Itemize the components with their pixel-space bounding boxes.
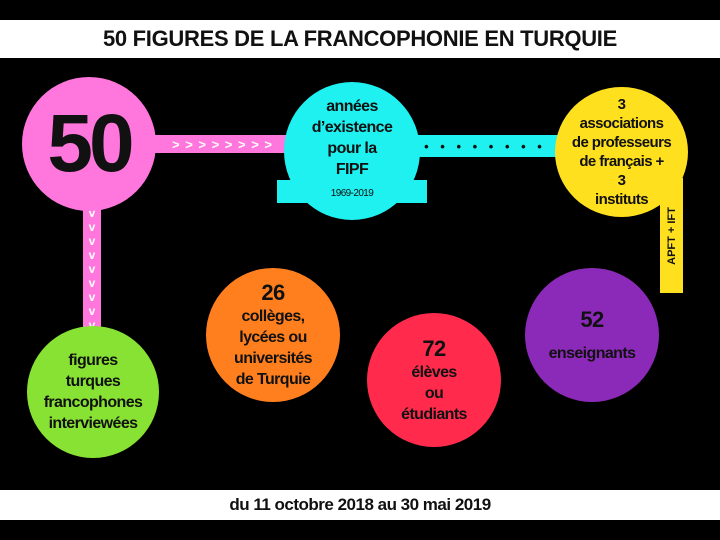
chevron-down-icon: v [88,206,96,220]
pink-vertical-connector: v v v v v v v v v [83,200,101,338]
date-range: du 11 octobre 2018 au 30 mai 2019 [229,495,491,514]
text-line: universités [234,350,312,367]
circle-50: 50 [22,77,156,211]
title-bar: 50 FIGURES DE LA FRANCOPHONIE EN TURQUIE [0,20,720,58]
text-line: collèges, [241,308,305,325]
apft-ift-tab: APFT + IFT [660,178,683,293]
circle-fipf: années d’existence pour la FIPF 1969-201… [284,82,420,220]
circle-associations: 3 associations de professeurs de françai… [555,87,688,217]
text-line: de Turquie [235,371,311,388]
circle-schools: 26 collèges, lycées ou universités de Tu… [206,268,340,402]
circle-figures: figures turques francophones interviewée… [27,326,159,458]
text-line: de professeurs [571,134,672,151]
number: 72 [422,335,446,361]
text-line: figures [68,352,118,369]
page-title: 50 FIGURES DE LA FRANCOPHONIE EN TURQUIE [102,26,617,51]
chevron-down-icon: v [88,234,96,248]
text-line: étudiants [401,405,467,423]
text-line: lycées ou [239,329,307,346]
text-line: années [326,98,378,115]
number: 52 [580,306,604,332]
chevron-down-icon: v [88,318,96,332]
pink-horizontal-connector: > > > > > > > > [150,135,295,153]
text-line: 3 [617,96,626,113]
cyan-dotted-connector: • • • • • • • • [410,135,560,157]
text-line: élèves [411,363,457,381]
chevron-down-icon: v [88,262,96,276]
text-line: turques [65,373,121,390]
text-line: instituts [595,191,649,208]
number: 26 [261,280,285,305]
side-label: APFT + IFT [665,206,678,265]
text-line: ou [424,384,444,402]
text-line: 3 [617,172,626,189]
chevron-down-icon: v [88,290,96,304]
arrow-chevrons: > > > > > > > > [171,136,274,152]
text-line: pour la [327,140,377,157]
footer-bar: du 11 octobre 2018 au 30 mai 2019 [0,490,720,520]
chevron-down-icon: v [88,220,96,234]
chevron-down-icon: v [88,304,96,318]
chevron-down-icon: v [88,276,96,290]
circle-students: 72 élèves ou étudiants [367,313,501,447]
big-number: 50 [47,98,134,189]
chevron-down-icon: v [88,248,96,262]
text-line: interviewées [48,415,138,432]
text-line: associations [579,115,664,132]
text-line: de français + [579,153,664,170]
circle-teachers: 52 enseignants [525,268,659,402]
text-line: enseignants [548,344,636,362]
text-line: francophones [43,394,143,411]
dots: • • • • • • • • [424,138,546,154]
text-line: FIPF [335,161,369,178]
text-line: d’existence [311,119,393,136]
dates: 1969-2019 [330,188,374,199]
